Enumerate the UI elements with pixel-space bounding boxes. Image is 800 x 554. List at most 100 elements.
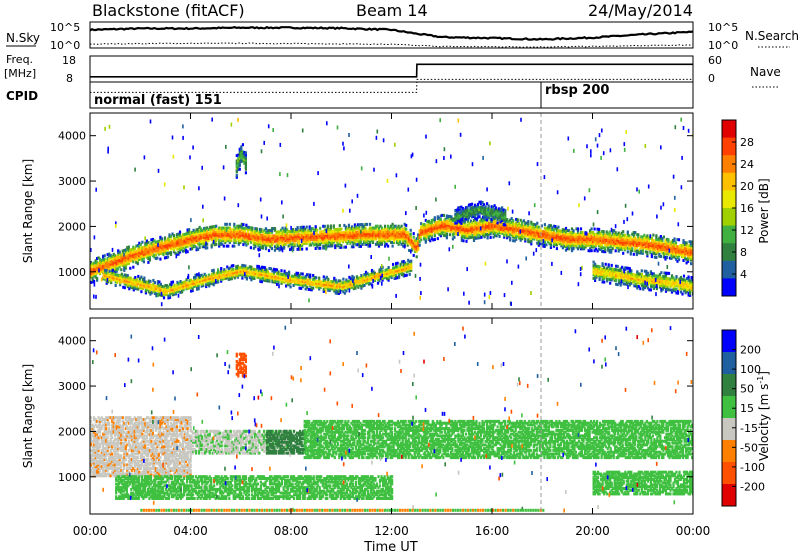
power-cell [445,236,448,240]
power-cell [360,286,363,290]
power-cell [408,269,411,273]
power-cell [598,274,601,278]
power-cell [609,267,612,271]
power-cell [379,231,382,235]
power-cell [518,225,521,229]
power-cell [331,238,334,242]
power-cell [344,232,347,236]
power-cell [244,266,247,270]
power-cell [296,240,299,244]
power-cell [188,233,191,237]
power-cell [246,229,249,233]
power-cell [234,239,237,243]
power-cell [263,278,267,282]
power-cell [161,294,164,298]
power-cell [563,230,566,234]
power-cell [340,288,343,292]
power-cell [438,222,441,226]
power-cell [195,228,198,232]
power-cell [294,273,297,277]
power-cell [593,232,596,236]
power-cell [311,227,314,231]
power-cell [507,223,510,227]
power-cell [168,244,171,248]
power-cell [257,266,260,270]
power-cell [561,239,564,243]
power-cell [572,236,575,240]
power-cell [427,221,430,225]
power-cell [658,236,661,240]
power-cell [605,237,608,241]
power-cell [668,256,672,260]
power-cell [665,256,669,259]
power-cell [177,282,181,286]
power-cell [607,274,610,278]
power-cell [383,270,386,274]
power-cell [264,243,268,247]
power-cell [110,279,113,283]
power-cell [117,267,120,271]
power-cell [518,229,521,233]
power-cell [543,234,546,237]
power-cell [557,241,560,245]
power-cell [294,280,297,284]
power-cell [646,247,649,251]
power-cell [494,232,497,236]
power-cell [659,242,662,246]
power-cell [488,229,491,232]
power-cell [138,280,141,284]
power-cell [244,268,247,272]
power-cell [312,286,315,290]
power-cell [239,237,242,241]
power-cell [251,239,254,243]
power-cell [384,274,387,278]
power-cell [477,229,480,233]
power-cell [328,233,331,237]
power-cell [378,277,381,281]
power-cell [453,235,456,239]
power-cell [143,280,146,284]
power-cell [135,280,138,283]
power-cell [213,235,216,239]
power-cell [387,239,390,243]
power-cell [576,229,580,233]
power-cell [323,224,326,228]
power-cell [671,239,675,242]
power-cell [212,283,215,287]
power-cell [306,282,309,286]
power-cell [655,239,658,243]
power-cell [649,249,652,253]
power-cell [393,231,396,235]
power-cell [597,272,600,276]
power-cell [546,236,549,240]
power-cell [494,230,497,234]
power-cell [482,230,485,234]
power-cell [594,273,597,277]
power-cell [427,236,430,240]
power-cell [418,240,421,244]
power-cell [324,279,327,283]
power-cell [546,240,549,243]
power-cell [402,260,405,263]
power-cell [146,280,149,284]
power-cell [466,236,470,240]
power-cell [421,225,424,229]
power-cell [279,239,283,243]
power-cell [390,272,393,276]
power-cell [151,237,154,241]
power-cell [482,231,485,235]
power-cell [194,235,197,239]
power-cell [348,283,351,287]
power-cell [525,232,528,236]
power-cell [441,232,444,236]
power-cell [658,252,661,256]
power-cell [343,291,346,295]
power-cell [358,223,361,227]
power-cell [338,242,341,246]
power-cell [313,228,316,232]
power-cell [352,278,355,282]
power-cell [269,239,272,243]
power-cell [604,235,607,239]
power-cell [156,280,159,284]
power-cell [618,279,621,283]
